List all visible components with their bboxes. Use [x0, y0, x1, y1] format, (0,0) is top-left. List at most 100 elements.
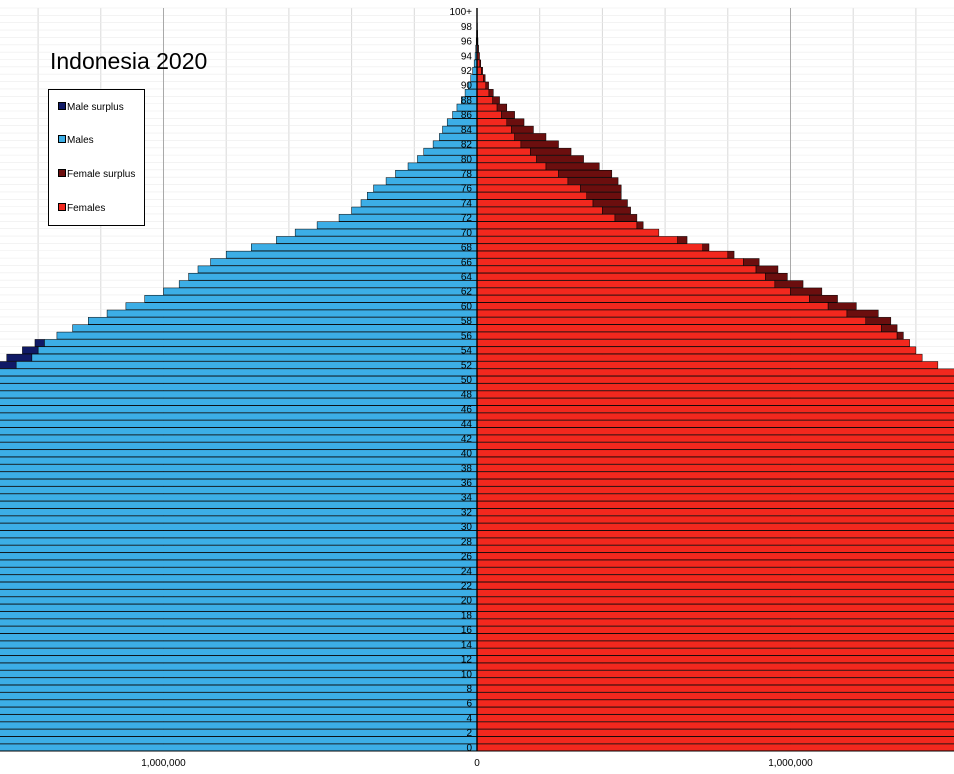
bar-males: [56, 331, 478, 340]
bar-female-surplus: [492, 96, 500, 104]
bar-females: [476, 736, 954, 744]
y-tick-label: 74: [461, 198, 473, 209]
bar-males: [0, 707, 478, 715]
bar-female-surplus: [881, 324, 898, 332]
bar-females: [476, 648, 954, 656]
bar-females: [476, 581, 954, 590]
bar-females: [476, 420, 954, 428]
bar-females: [476, 96, 493, 104]
bar-female-surplus: [765, 272, 788, 281]
bar-males: [0, 523, 478, 531]
bar-females: [476, 464, 954, 472]
bar-females: [476, 684, 954, 693]
bar-males: [0, 420, 478, 428]
y-tick-label: 38: [461, 463, 473, 474]
bar-females: [476, 214, 616, 222]
bar-females: [476, 383, 954, 391]
y-tick-label: 40: [461, 449, 473, 460]
bar-males: [0, 471, 478, 480]
bar-males: [0, 626, 478, 634]
bar-males: [0, 368, 478, 377]
bar-males: [125, 302, 478, 310]
bar-males: [225, 250, 478, 259]
bar-females: [476, 169, 559, 178]
bar-females: [476, 258, 744, 266]
bar-males: [0, 736, 478, 744]
bar-females: [476, 714, 954, 722]
bar-females: [476, 604, 954, 612]
y-tick-label: 8: [466, 684, 472, 695]
bar-females: [476, 125, 512, 134]
bar-females: [476, 287, 791, 296]
bar-females: [476, 162, 547, 171]
bar-females: [476, 324, 882, 332]
bar-female-surplus: [755, 265, 779, 274]
bar-males: [0, 537, 478, 546]
y-tick-label: 16: [461, 625, 473, 636]
bar-females: [476, 184, 581, 193]
bar-males: [0, 552, 478, 560]
bar-females: [476, 574, 954, 583]
bar-males: [316, 221, 478, 229]
y-tick-label: 80: [461, 154, 473, 165]
bar-female-surplus: [496, 103, 508, 112]
bar-females: [476, 250, 729, 259]
bar-males: [0, 390, 478, 399]
bar-female-surplus: [488, 89, 494, 97]
legend-swatch-female-surplus: [58, 169, 66, 177]
y-tick-label: 76: [461, 184, 473, 195]
legend-swatch-females: [58, 203, 66, 211]
y-tick-label: 86: [461, 110, 473, 121]
bar-female-surplus: [530, 147, 572, 156]
bar-females: [476, 199, 594, 207]
bar-females: [476, 707, 954, 715]
bar-females: [476, 618, 954, 627]
y-tick-label: 96: [461, 37, 473, 48]
x-tick-label: 1,000,000: [141, 758, 186, 769]
bar-females: [476, 390, 954, 399]
bar-males: [0, 545, 478, 553]
bar-males: [0, 692, 478, 700]
bar-males: [0, 684, 478, 693]
y-tick-label: 88: [461, 95, 473, 106]
bar-males: [0, 640, 478, 649]
y-tick-label: 44: [461, 419, 473, 430]
bar-female-surplus: [481, 67, 483, 75]
bar-females: [476, 280, 776, 288]
bar-females: [476, 317, 866, 325]
bar-females: [476, 471, 954, 480]
bar-female-surplus: [896, 331, 904, 340]
y-tick-label: 34: [461, 493, 473, 504]
y-tick-label: 12: [461, 655, 473, 666]
bar-males: [144, 295, 478, 303]
bar-males: [251, 243, 478, 252]
y-tick-label: 32: [461, 507, 473, 518]
bar-male-surplus: [0, 361, 17, 369]
y-tick-label: 6: [466, 699, 472, 710]
bar-male-surplus: [34, 339, 45, 347]
bar-female-surplus: [743, 258, 760, 266]
bar-males: [0, 677, 478, 686]
y-tick-label: 94: [461, 51, 473, 62]
bar-females: [476, 626, 954, 634]
y-tick-label: 66: [461, 257, 473, 268]
y-tick-label: 56: [461, 331, 473, 342]
bar-males: [0, 559, 478, 568]
bar-females: [476, 449, 954, 457]
bar-males: [294, 228, 478, 237]
bar-males: [0, 729, 478, 737]
y-tick-label: 84: [461, 125, 473, 136]
bar-female-surplus: [727, 250, 735, 259]
bar-female-surplus: [514, 133, 547, 141]
bar-females: [476, 331, 898, 340]
bar-females: [476, 434, 954, 443]
bar-female-surplus: [677, 236, 688, 244]
bar-females: [476, 692, 954, 700]
y-tick-label: 54: [461, 346, 473, 357]
bar-males: [351, 206, 478, 215]
bar-female-surplus: [846, 309, 879, 318]
bar-males: [0, 501, 478, 509]
y-tick-label: 52: [461, 360, 473, 371]
y-tick-label: 62: [461, 287, 473, 298]
